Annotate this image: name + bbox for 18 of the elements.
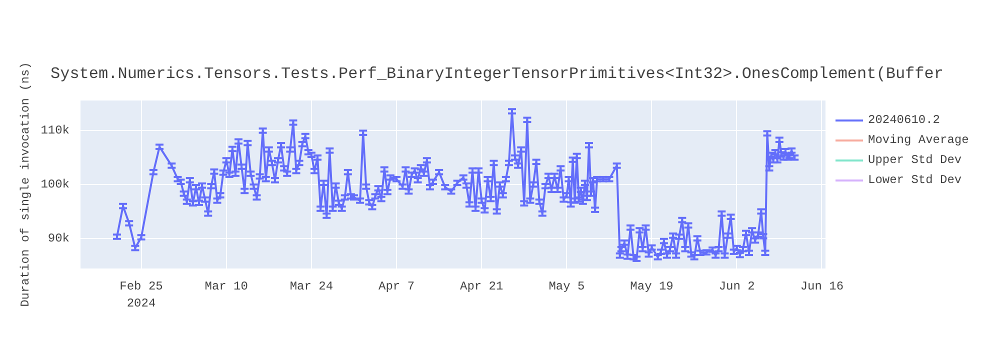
y-tick-label: 110k	[40, 124, 70, 138]
x-tick-label: Feb 25 2024	[120, 280, 163, 310]
y-axis-title: Duration of single invocation (ns)	[18, 62, 33, 307]
y-tick-label: 90k	[48, 231, 70, 246]
x-tick-label: Jun 16	[800, 280, 844, 294]
legend-label: Lower Std Dev	[868, 173, 962, 187]
x-tick-label: Apr 21	[460, 280, 504, 294]
legend-label: 20240610.2	[868, 113, 940, 127]
legend-label: Upper Std Dev	[868, 153, 962, 167]
x-tick-label: Jun 2	[718, 280, 755, 294]
chart-title: System.Numerics.Tensors.Tests.Perf_BinaryIntegerTensorPrimitives<Int32>.OnesComplement(Buffer	[50, 65, 944, 83]
legend-label: Moving Average	[868, 133, 969, 147]
x-tick-label: May 5	[548, 280, 585, 294]
y-tick-label: 100k	[40, 178, 70, 192]
x-tick-label: Mar 24	[290, 280, 334, 294]
x-tick-label: May 19	[630, 280, 674, 294]
x-tick-label: Mar 10	[204, 280, 248, 294]
x-tick-label: Apr 7	[378, 280, 415, 294]
